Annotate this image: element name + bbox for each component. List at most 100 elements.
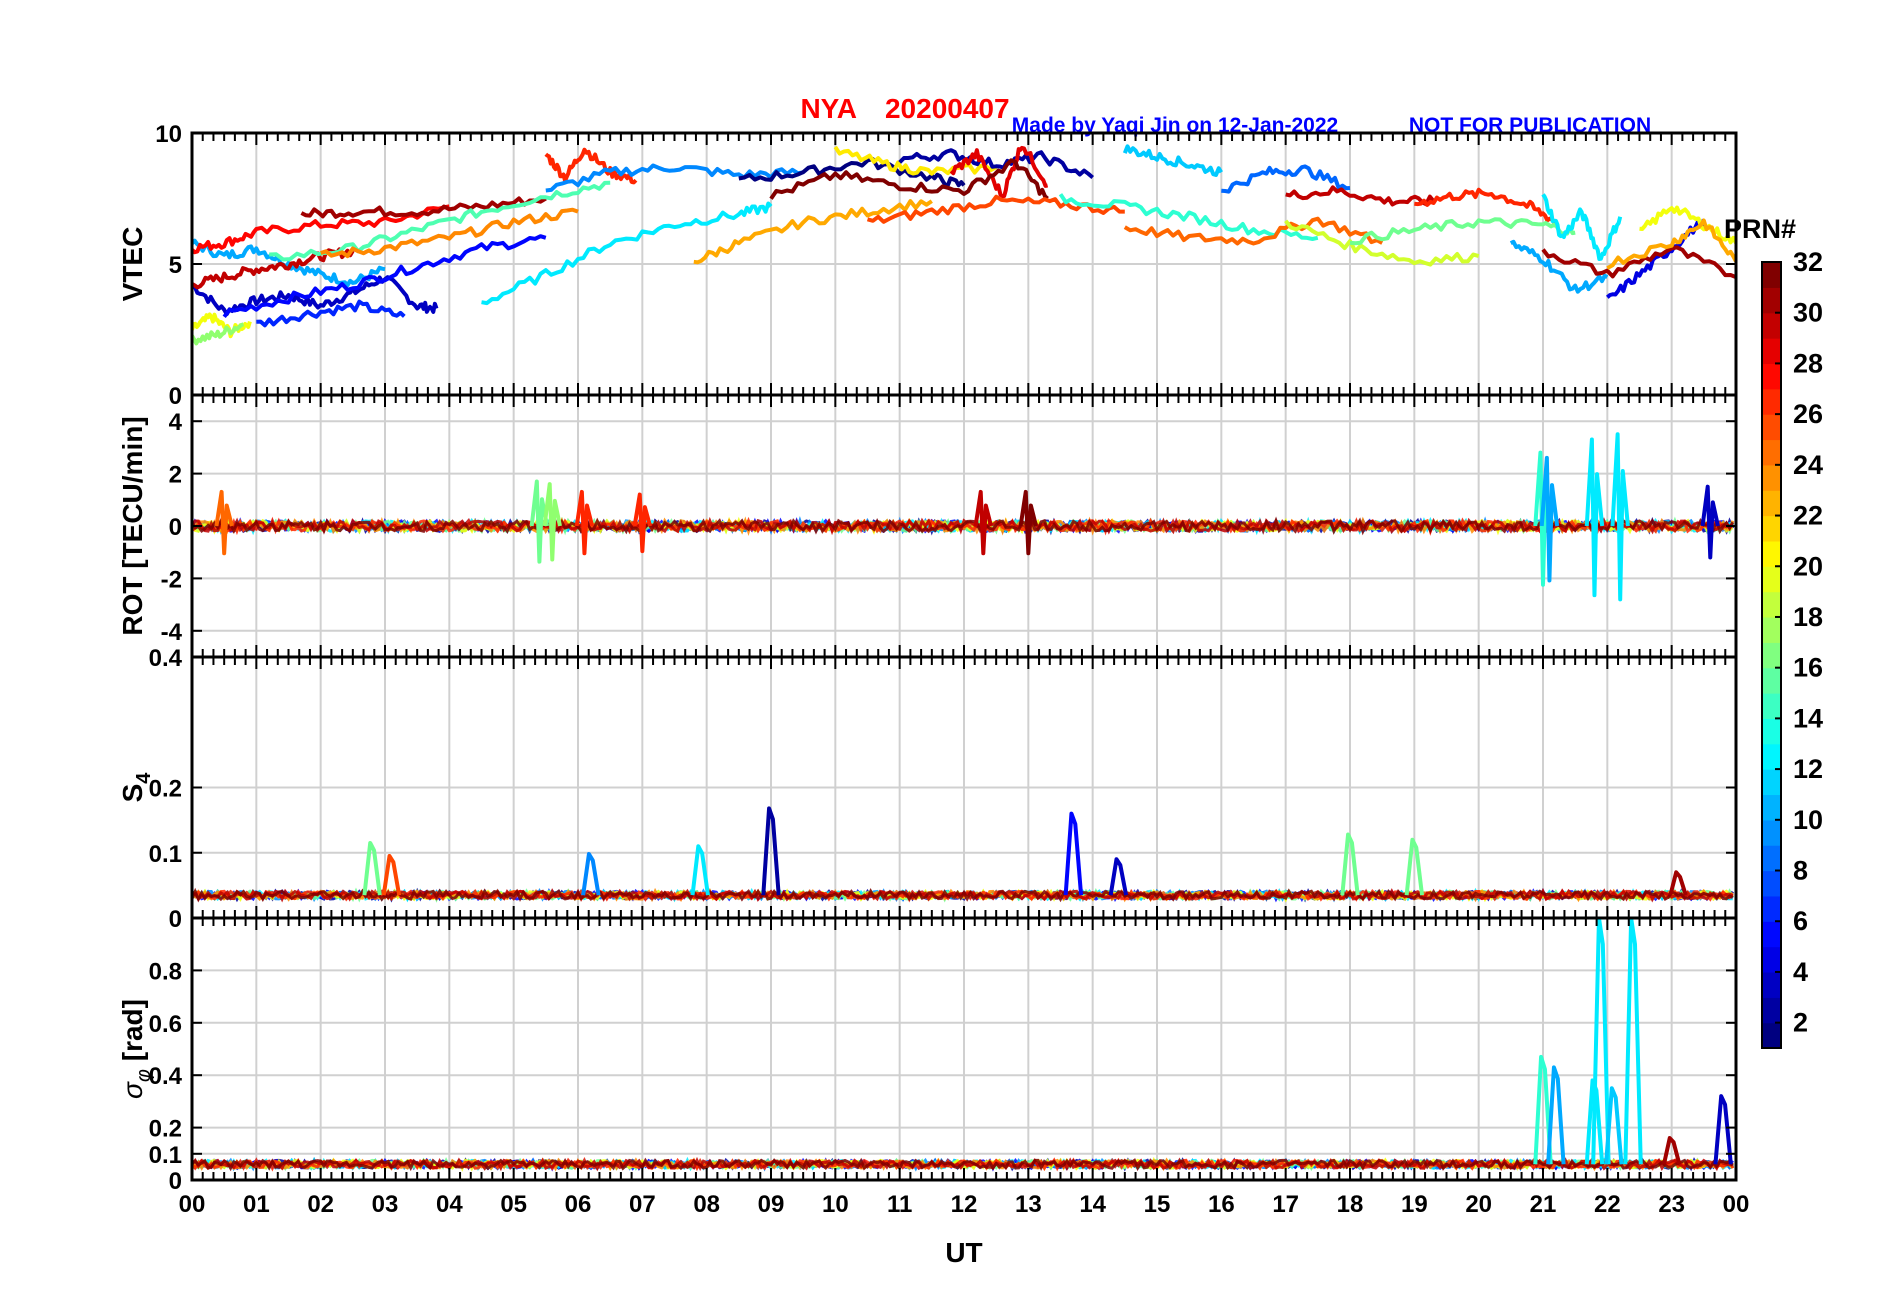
spike-mark — [1340, 832, 1360, 896]
vtec-trace — [256, 299, 406, 328]
panel-rot: -4 -2 0 2 4 ROT [TECU/min] — [117, 393, 1738, 659]
colorbar-segment — [1762, 464, 1781, 491]
vtec-trace — [898, 148, 1095, 180]
colorbar-segment — [1762, 794, 1781, 821]
colorbar-tick-label: 6 — [1793, 906, 1808, 936]
colorbar-segment — [1762, 616, 1781, 643]
vtec-trace — [1541, 193, 1623, 261]
x-tick-label: 07 — [629, 1191, 656, 1218]
title-date: 20200407 — [885, 93, 1010, 124]
colorbar-segment — [1762, 895, 1781, 922]
colorbar-segment — [1762, 769, 1781, 796]
x-tick-label: 00 — [179, 1191, 206, 1218]
colorbar-tick-label: 14 — [1793, 703, 1823, 733]
colorbar-frame — [1761, 261, 1782, 1049]
y-tick-label: 0.4 — [149, 645, 183, 672]
y-tick-label: 0.1 — [149, 841, 182, 868]
spike-mark — [1018, 489, 1038, 556]
colorbar-segment — [1762, 819, 1781, 846]
colorbar-segment — [1762, 439, 1781, 466]
spike-mark — [381, 854, 402, 896]
vtec-trace — [1639, 205, 1736, 245]
spike-mark — [1604, 1086, 1624, 1165]
spike-mark — [1533, 1054, 1553, 1165]
y-tick-label: 0.4 — [149, 1063, 183, 1090]
noise-trace — [192, 516, 1735, 536]
spike-mark — [214, 489, 234, 556]
x-tick-label: 06 — [565, 1191, 592, 1218]
spike-mark — [761, 806, 781, 896]
colorbar-segment — [1762, 515, 1781, 542]
colorbar-tick-label: 26 — [1793, 399, 1823, 429]
spike-mark — [1539, 455, 1560, 583]
spike-mark — [542, 482, 562, 562]
x-tick-label: 02 — [307, 1191, 334, 1218]
x-tick-label: 05 — [500, 1191, 527, 1218]
x-tick-label: 12 — [951, 1191, 978, 1218]
vtec-trace — [1349, 217, 1576, 246]
credit-text: Made by Yaqi Jin on 12-Jan-2022 — [1012, 114, 1338, 137]
spike-mark — [1623, 918, 1643, 1165]
y-tick-label: 0.6 — [149, 1011, 182, 1038]
plot-area-rot — [192, 432, 1735, 602]
spike-mark — [1108, 857, 1129, 896]
colorbar-segment — [1762, 946, 1781, 973]
vtec-trace — [545, 163, 804, 193]
spike-mark — [632, 492, 652, 554]
y-axis-label: VTEC — [117, 227, 148, 302]
colorbar-segment — [1762, 642, 1781, 669]
colorbar-tick-label: 10 — [1793, 805, 1823, 835]
colorbar-segment — [1762, 743, 1781, 770]
x-tick-label: 21 — [1530, 1191, 1557, 1218]
plot-title: NYA 20200407 — [800, 93, 1009, 124]
y-tick-label: 0 — [169, 514, 182, 541]
panel-vtec: 0 5 10 VTEC — [117, 121, 1738, 410]
y-axis-label: σφ [rad] — [117, 999, 155, 1099]
y-tick-label: -2 — [161, 566, 182, 593]
colorbar-segment — [1762, 667, 1781, 694]
x-tick-label: 23 — [1658, 1191, 1685, 1218]
y-tick-label: 0.8 — [149, 958, 182, 985]
colorbar-segment — [1762, 591, 1781, 618]
x-axis-label: UT — [945, 1237, 982, 1268]
y-tick-label: 0.2 — [149, 1116, 182, 1143]
x-tick-label: 19 — [1401, 1191, 1428, 1218]
vtec-trace — [192, 275, 439, 317]
colorbar-tick-label: 4 — [1793, 957, 1808, 987]
x-tick-label: 04 — [436, 1191, 463, 1218]
spike-mark — [690, 844, 710, 896]
y-tick-label: 0 — [169, 383, 182, 410]
vtec-trace — [1414, 187, 1557, 225]
colorbar-tick-label: 18 — [1793, 602, 1823, 632]
x-tick-label: 00 — [1723, 1191, 1750, 1218]
x-tick-label: 20 — [1465, 1191, 1492, 1218]
y-tick-label: -4 — [161, 619, 183, 646]
spike-mark — [973, 489, 993, 556]
vtec-trace — [1221, 164, 1351, 194]
vtec-trace — [1123, 216, 1384, 246]
colorbar-segment — [1762, 870, 1781, 897]
spike-mark — [529, 479, 550, 564]
colorbar-segment — [1762, 971, 1781, 998]
y-axis-label: ROT [TECU/min] — [117, 416, 148, 635]
colorbar-segment — [1762, 921, 1781, 948]
vtec-trace — [1541, 245, 1736, 279]
x-tick-label: 16 — [1208, 1191, 1235, 1218]
spike-mark — [1591, 918, 1611, 1165]
vtec-trace — [769, 158, 1049, 201]
spike-mark — [1063, 811, 1084, 896]
spike-mark — [1546, 1065, 1566, 1165]
x-tick-label: 14 — [1079, 1191, 1106, 1218]
vtec-trace — [544, 147, 638, 185]
y-tick-label: 0 — [169, 1168, 182, 1195]
panel-sigma_phi: 00.10.2 0.4 0.6 0.8 σφ [rad] — [117, 916, 1738, 1195]
y-tick-label: 0.2 — [149, 776, 182, 803]
x-tick-label: 01 — [243, 1191, 270, 1218]
vtec-trace — [320, 207, 579, 259]
spike-mark — [574, 489, 595, 556]
notice-text: NOT FOR PUBLICATION — [1409, 114, 1651, 137]
panel-s4: 0 0.1 0.2 0.4 S4 — [117, 645, 1738, 933]
vtec-trace — [1285, 185, 1436, 207]
spike-mark — [1404, 837, 1425, 896]
spike-mark — [362, 840, 382, 896]
